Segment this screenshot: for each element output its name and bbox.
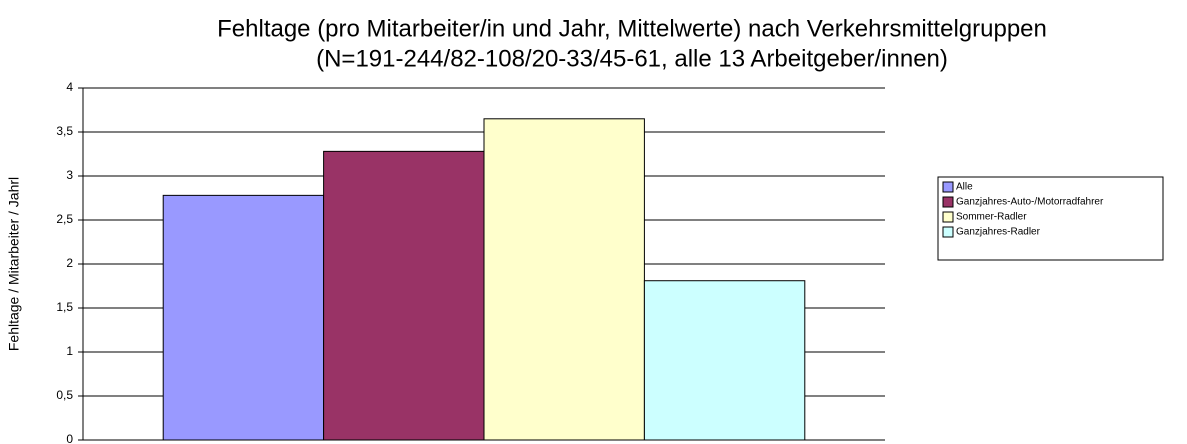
bar bbox=[483, 118, 645, 441]
y-tick-label: 2,5 bbox=[56, 212, 73, 226]
chart-title: Fehltage (pro Mitarbeiter/in und Jahr, M… bbox=[217, 15, 1047, 42]
legend-swatch bbox=[942, 211, 954, 223]
y-tick-label: 3,5 bbox=[56, 124, 73, 138]
bar bbox=[643, 280, 806, 441]
chart-subtitle: (N=191-244/82-108/20-33/45-61, alle 13 A… bbox=[316, 45, 948, 72]
y-tick-label: 1,5 bbox=[56, 300, 73, 314]
y-tick-label: 0 bbox=[66, 432, 73, 444]
y-tick-label: 0,5 bbox=[56, 388, 73, 402]
legend-label: Sommer-Radler bbox=[956, 212, 1027, 223]
bar bbox=[323, 150, 485, 441]
legend-label: Ganzjahres-Radler bbox=[956, 227, 1041, 238]
legend-label: Ganzjahres-Auto-/Motorradfahrer bbox=[956, 197, 1104, 208]
legend-box bbox=[937, 176, 1164, 261]
y-tick-label: 1 bbox=[66, 344, 73, 358]
legend-swatch bbox=[942, 181, 954, 193]
y-tick-label: 4 bbox=[66, 80, 73, 94]
y-axis-label: Fehltage / Mitarbeiter / Jahrl bbox=[6, 177, 22, 351]
legend-swatch bbox=[942, 226, 954, 238]
legend-swatch bbox=[942, 196, 954, 208]
y-tick-label: 2 bbox=[66, 256, 73, 270]
bar bbox=[162, 194, 325, 441]
y-tick-label: 3 bbox=[66, 168, 73, 182]
legend-label: Alle bbox=[956, 182, 973, 193]
